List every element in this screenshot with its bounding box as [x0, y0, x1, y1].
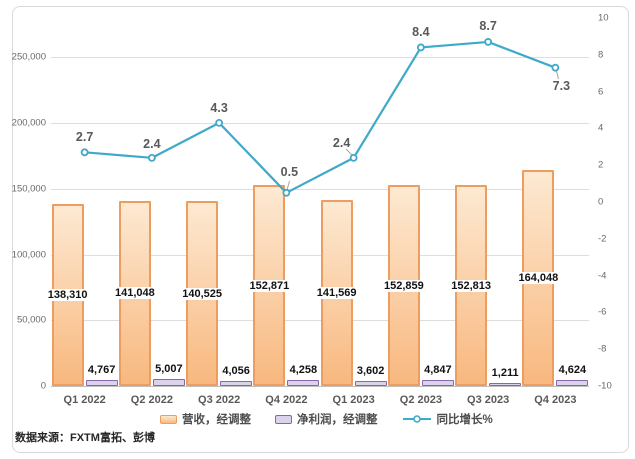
x-axis-category: Q4 2022	[265, 394, 308, 406]
right-axis-tick: 0	[598, 196, 604, 208]
growth-line-label: 8.7	[479, 18, 497, 33]
right-axis-tick: -4	[598, 270, 607, 282]
line-marker	[416, 43, 425, 52]
line-marker	[349, 153, 358, 162]
net-profit-bar-label: 1,211	[489, 367, 521, 379]
revenue-bar-label: 164,048	[516, 272, 561, 285]
legend-item-revenue: 营收，经调整	[160, 411, 251, 427]
x-axis-category: Q3 2022	[198, 394, 241, 406]
growth-line-label: 2.4	[143, 136, 161, 151]
net-profit-bar-label: 3,602	[354, 365, 387, 378]
growth-line-label: 2.7	[75, 130, 94, 145]
net-profit-bar	[152, 379, 185, 386]
h-gridline	[51, 188, 589, 190]
net-profit-bar-label: 5,007	[153, 363, 185, 376]
x-axis-category: Q4 2023	[534, 394, 577, 406]
net-profit-bar	[421, 379, 454, 386]
revenue-swatch-icon	[160, 414, 177, 424]
left-axis-tick: 150,000	[11, 183, 46, 195]
legend: 营收，经调整 净利润，经调整 同比增长%	[160, 411, 493, 427]
net-profit-bar	[220, 380, 253, 386]
line-marker	[147, 153, 156, 162]
revenue-bar-label: 141,569	[314, 286, 359, 299]
right-axis-tick: -6	[598, 306, 607, 318]
legend-label: 同比增长%	[436, 414, 493, 426]
x-axis-category: Q2 2023	[399, 394, 442, 406]
legend-label: 净利润，经调整	[297, 414, 378, 426]
h-gridline	[51, 254, 589, 256]
growth-line	[84, 40, 556, 194]
growth-line-label: 0.5	[280, 164, 299, 179]
x-axis-category: Q1 2022	[63, 394, 106, 406]
revenue-bar-label: 152,859	[381, 279, 426, 292]
legend-item-net-profit: 净利润，经调整	[275, 411, 378, 427]
net-profit-bar-label: 4,258	[287, 364, 320, 377]
net-profit-bar	[556, 379, 589, 386]
net-profit-bar-label: 4,847	[422, 363, 454, 376]
growth-line-label: 4.3	[210, 100, 228, 115]
left-axis-tick: 0	[40, 380, 46, 392]
revenue-bar-label: 140,525	[180, 287, 225, 300]
revenue-bar-label: 141,048	[112, 287, 157, 300]
net-profit-swatch-icon	[275, 414, 292, 424]
legend-label: 营收，经调整	[182, 414, 251, 426]
right-axis-tick: 2	[598, 159, 604, 171]
right-axis-tick: -10	[598, 380, 612, 392]
x-axis-category: Q1 2023	[332, 394, 375, 406]
left-axis-tick: 50,000	[16, 314, 46, 326]
line-marker	[215, 118, 224, 127]
net-profit-bar-label: 4,056	[220, 364, 252, 377]
net-profit-bar	[287, 380, 320, 386]
growth-line-label: 2.4	[332, 135, 351, 150]
legend-item-growth: 同比增长%	[402, 411, 493, 427]
h-gridline	[51, 123, 589, 125]
x-axis-category: Q2 2022	[130, 394, 173, 406]
right-axis-tick: 8	[598, 49, 604, 61]
line-marker	[80, 148, 89, 157]
revenue-bar-label: 152,871	[247, 279, 292, 292]
net-profit-bar	[85, 379, 118, 386]
right-axis-tick: -8	[598, 343, 607, 355]
source-note: 数据来源：FXTM富拓、彭博	[15, 432, 155, 444]
net-profit-bar-label: 4,624	[556, 363, 589, 376]
line-marker	[551, 63, 560, 72]
line-marker	[282, 188, 291, 197]
left-axis-tick: 250,000	[11, 51, 46, 63]
growth-line-label: 8.4	[412, 25, 430, 40]
line-swatch-icon	[402, 415, 431, 423]
net-profit-bar	[354, 381, 387, 386]
h-gridline	[51, 320, 589, 322]
growth-line-label: 7.3	[552, 78, 571, 93]
net-profit-bar-label: 4,767	[85, 363, 118, 376]
line-marker	[484, 38, 493, 46]
revenue-bar-label: 138,310	[45, 289, 90, 302]
label-leader-line	[556, 70, 559, 80]
revenue-bar-label: 152,813	[449, 279, 494, 292]
right-axis-tick: -2	[598, 233, 607, 245]
left-axis-tick: 200,000	[11, 117, 46, 129]
right-axis-tick: 4	[598, 122, 604, 134]
label-leader-line	[345, 148, 353, 156]
x-axis-line	[51, 386, 589, 387]
left-axis-tick: 100,000	[11, 249, 46, 261]
right-axis-tick: 6	[598, 86, 604, 98]
label-leader-line	[286, 180, 290, 191]
net-profit-bar	[489, 383, 522, 386]
right-axis-tick: 10	[598, 12, 609, 24]
x-axis-category: Q3 2023	[467, 394, 510, 406]
h-gridline	[51, 57, 589, 59]
